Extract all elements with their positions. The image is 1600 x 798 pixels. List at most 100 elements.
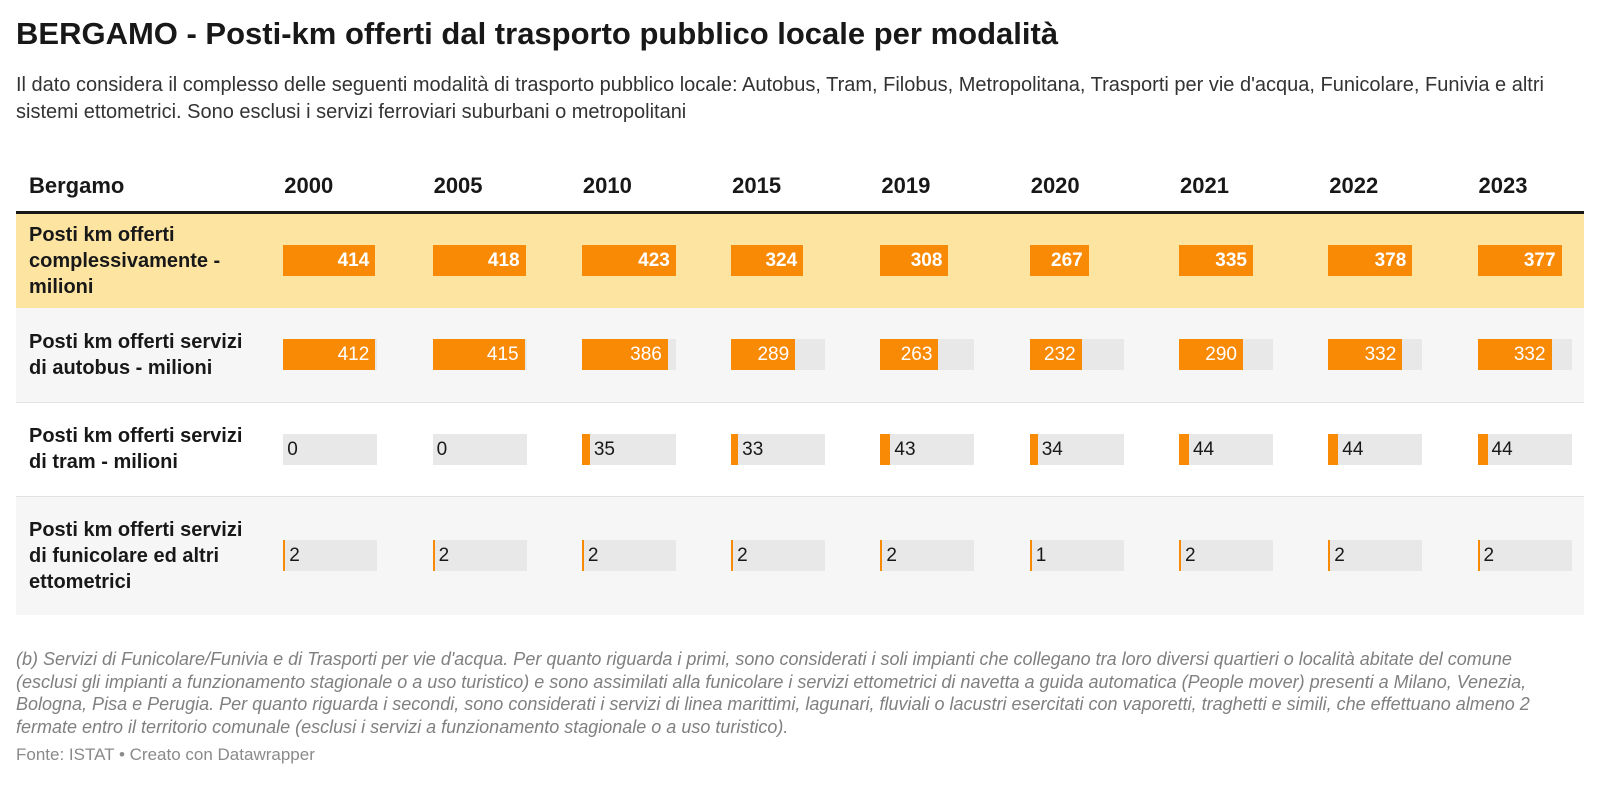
table-cell: 263	[867, 308, 1016, 402]
table-cell: 34	[1017, 402, 1166, 496]
bar-mark	[731, 339, 796, 371]
header-year[interactable]: 2019	[867, 162, 1017, 214]
header-year[interactable]: 2021	[1165, 162, 1316, 214]
table-row: Posti km offerti servizi di autobus - mi…	[16, 308, 1584, 402]
table-row: Posti km offerti complessivamente -milio…	[16, 212, 1584, 308]
bar-mark	[1178, 245, 1253, 277]
table-cell: 2	[718, 496, 867, 615]
data-label: 377	[1523, 250, 1556, 272]
data-label: 43	[894, 438, 916, 460]
data-label: 332	[1364, 344, 1397, 366]
bar-track: 2	[1477, 540, 1572, 572]
bar-track: 415	[432, 339, 527, 371]
bar-track: 290	[1178, 339, 1273, 371]
bar-track: 418	[432, 245, 527, 277]
table-cell: 232	[1017, 308, 1166, 402]
data-label: 412	[337, 344, 370, 366]
header-year[interactable]: 2005	[419, 162, 569, 214]
bar-track: 2	[432, 540, 527, 572]
data-label: 44	[1342, 438, 1364, 460]
table-cell: 0	[420, 402, 569, 496]
bar-track: 386	[581, 339, 676, 371]
table-cell: 289	[718, 308, 867, 402]
header-year[interactable]: 2020	[1016, 162, 1166, 214]
header-year[interactable]: 2010	[568, 162, 719, 214]
source-line: Fonte: ISTAT • Creato con Datawrapper	[16, 745, 315, 764]
data-label: 290	[1205, 344, 1237, 366]
table-cell: 2	[1465, 496, 1584, 615]
chart-subtitle: Il dato considera il complesso delle seg…	[16, 74, 1544, 123]
bar-mark	[731, 540, 734, 572]
bar-track: 332	[1477, 339, 1572, 371]
bar-track: 378	[1328, 245, 1422, 277]
data-label: 34	[1041, 438, 1063, 460]
bar-track: 2	[581, 540, 676, 572]
table-cell: 2	[270, 496, 419, 615]
table-cell: 2	[1166, 496, 1315, 615]
data-label: 33	[742, 438, 764, 460]
data-label: 263	[900, 344, 933, 366]
bar-track: 0	[283, 433, 378, 465]
data-label: 308	[910, 250, 943, 272]
data-label: 0	[436, 438, 448, 460]
data-label: 2	[1334, 545, 1345, 567]
bar-mark	[432, 540, 435, 572]
bar-mark	[283, 540, 286, 572]
row-label: Posti km offerti complessivamente -milio…	[29, 223, 221, 298]
table-row: Posti km offerti servizi di funicolare e…	[16, 496, 1584, 615]
data-label: 332	[1513, 344, 1546, 366]
header-year[interactable]: 2022	[1315, 162, 1465, 214]
table-cell: 0	[270, 402, 419, 496]
chart-title: BERGAMO - Posti-km offerti dal trasporto…	[16, 16, 1059, 51]
table-cell: 415	[420, 308, 569, 402]
bar-mark	[1178, 540, 1181, 572]
header-year[interactable]: 2023	[1464, 162, 1584, 214]
bar-mark	[1328, 540, 1331, 572]
bar-track: 44	[1178, 433, 1273, 465]
bar-mark	[1477, 339, 1552, 371]
bar-track: 324	[731, 245, 825, 277]
table-cell: 43	[867, 402, 1016, 496]
bar-track: 43	[880, 433, 975, 465]
bar-track: 263	[880, 339, 975, 371]
bar-track: 423	[581, 245, 676, 277]
table-cell: 332	[1315, 308, 1464, 402]
data-table: Bergamo 2000 2005 2010 2015 2019 2020 20…	[16, 162, 1584, 615]
table-cell: 412	[270, 308, 419, 402]
bar-mark	[1477, 433, 1488, 465]
bar-track: 2	[1328, 540, 1423, 572]
bar-mark	[1328, 433, 1339, 465]
table-cell: 35	[569, 402, 718, 496]
table-cell: 44	[1166, 402, 1315, 496]
bar-track: 44	[1328, 433, 1423, 465]
bar-track: 44	[1477, 433, 1572, 465]
data-label: 289	[757, 344, 790, 366]
bar-track: 308	[880, 245, 974, 277]
data-label: 2	[587, 545, 599, 567]
bar-mark	[1477, 540, 1480, 572]
bar-mark	[1029, 433, 1038, 465]
table-cell: 414	[270, 212, 419, 308]
table-cell: 2	[569, 496, 718, 615]
bar-mark	[581, 339, 668, 371]
bar-track: 377	[1477, 245, 1572, 277]
table-cell: 44	[1315, 402, 1464, 496]
data-label: 232	[1044, 344, 1076, 366]
header-year[interactable]: 2015	[718, 162, 868, 214]
data-label: 415	[486, 344, 519, 366]
table-cell: 267	[1017, 212, 1166, 308]
bar-mark	[283, 245, 376, 277]
table-cell: 378	[1315, 212, 1464, 308]
data-label: 44	[1192, 438, 1215, 460]
bar-mark	[581, 540, 584, 572]
header-year[interactable]: 2000	[270, 162, 420, 214]
table-cell: 324	[718, 212, 867, 308]
bar-mark	[432, 339, 525, 371]
table-cell: 33	[718, 402, 867, 496]
table-cell: 1	[1017, 496, 1166, 615]
header-label[interactable]: Bergamo	[16, 162, 271, 214]
table-cell: 332	[1465, 308, 1584, 402]
bar-mark	[283, 339, 376, 371]
bar-track: 2	[880, 540, 975, 572]
bar-mark	[1029, 540, 1032, 572]
